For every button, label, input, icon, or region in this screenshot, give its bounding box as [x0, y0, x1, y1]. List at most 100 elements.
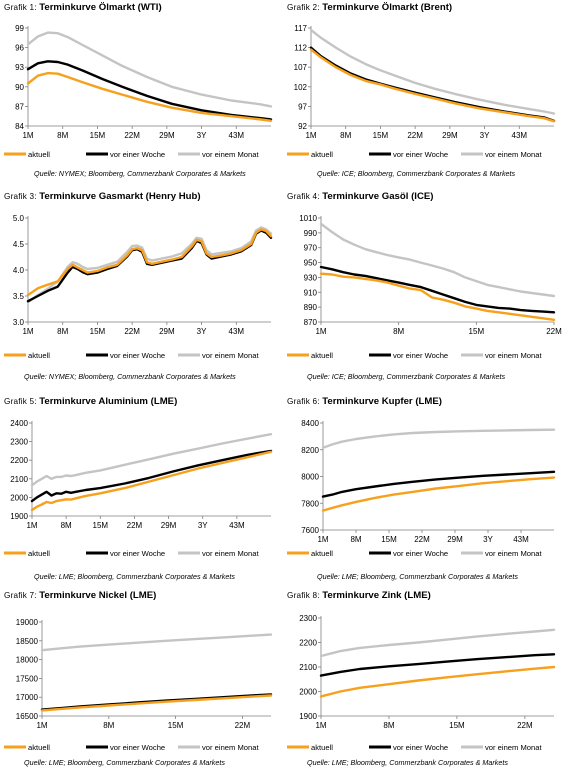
- y-tick-label: 870: [304, 318, 318, 327]
- x-tick-label: 43M: [513, 535, 529, 544]
- x-tick-label: 15M: [90, 327, 106, 336]
- x-tick-label: 43M: [229, 131, 245, 140]
- chart-source: Quelle: LME; Bloomberg, Commerzbank Corp…: [24, 758, 225, 767]
- legend-label-vor-einem-monat: vor einem Monat: [202, 743, 259, 752]
- y-tick-label: 2200: [10, 456, 28, 465]
- legend-label-vor-einem-monat: vor einem Monat: [485, 351, 542, 360]
- chart-gasoel: 870 890 910 930 950 970 990 1010 1M 8M 15M 22M aktue…: [287, 214, 562, 360]
- x-tick-label: 8M: [57, 131, 68, 140]
- series-line-aktuell: [30, 450, 273, 512]
- x-tick-label: 1M: [315, 327, 326, 336]
- legend-label-aktuell: aktuell: [28, 351, 50, 360]
- legend-label-aktuell: aktuell: [311, 549, 333, 558]
- y-tick-label: 950: [304, 259, 318, 268]
- series-line-aktuell: [309, 48, 556, 123]
- chart-brent: 92 97 102 107 112 117 1M 8M 15M 22M 29M 3Y 43M aktuel…: [287, 24, 556, 159]
- y-tick-label: 1010: [299, 214, 317, 223]
- series-line-vor-einem-monat: [26, 226, 273, 304]
- x-tick-label: 3Y: [198, 521, 208, 530]
- legend-label-aktuell: aktuell: [311, 743, 333, 752]
- legend-label-vor-einem-monat: vor einem Monat: [202, 351, 259, 360]
- x-tick-label: 8M: [383, 721, 394, 730]
- chart-title: Grafik 6: Terminkurve Kupfer (LME): [287, 396, 442, 407]
- y-tick-label: 17500: [16, 674, 39, 683]
- series-line-vor-einem-monat: [26, 31, 273, 108]
- x-tick-label: 8M: [103, 721, 114, 730]
- series-line-vor-einer-woche: [319, 653, 556, 677]
- y-tick-label: 4.5: [13, 240, 25, 249]
- y-tick-label: 4.0: [13, 266, 25, 275]
- x-tick-label: 22M: [127, 521, 143, 530]
- chart-title: Grafik 4: Terminkurve Gasöl (ICE): [287, 191, 434, 202]
- series-line-vor-einer-woche: [30, 449, 273, 503]
- x-tick-label: 1M: [22, 131, 33, 140]
- y-tick-label: 90: [15, 83, 24, 92]
- legend-label-vor-einem-monat: vor einem Monat: [202, 549, 259, 558]
- y-tick-label: 5.0: [13, 214, 25, 223]
- y-tick-label: 2100: [10, 475, 28, 484]
- x-tick-label: 22M: [235, 721, 251, 730]
- x-tick-label: 1M: [305, 131, 316, 140]
- legend-label-vor-einer-woche: vor einer Woche: [110, 150, 165, 159]
- y-tick-label: 92: [298, 122, 307, 131]
- y-tick-label: 17000: [16, 693, 39, 702]
- x-tick-label: 3Y: [197, 327, 207, 336]
- chart-aluminium: 1900 2000 2100 2200 2300 2400 1M 8M 15M 22M 29M 3Y 4…: [4, 419, 273, 558]
- x-tick-label: 8M: [350, 535, 361, 544]
- y-tick-label: 2300: [299, 614, 317, 623]
- x-tick-label: 3Y: [480, 131, 490, 140]
- series-line-vor-einem-monat: [309, 28, 556, 115]
- chart-source: Quelle: NYMEX; Bloomberg, Commerzbank Co…: [24, 372, 236, 381]
- chart-zink: 1900 2000 2100 2200 2300 1M 8M 15M 22M aktuell vor…: [287, 614, 556, 752]
- y-tick-label: 7600: [301, 526, 319, 535]
- series-line-aktuell: [26, 71, 273, 123]
- y-tick-label: 1900: [10, 512, 28, 521]
- x-tick-label: 29M: [161, 521, 177, 530]
- y-tick-label: 96: [15, 44, 24, 53]
- x-tick-label: 15M: [449, 721, 465, 730]
- y-tick-label: 97: [298, 102, 307, 111]
- chart-wti: 84 87 90 93 96 99 1M 8M 15M 22M 29M 3Y 43M aktuell vor…: [4, 24, 273, 159]
- x-tick-label: 22M: [546, 327, 562, 336]
- y-tick-label: 2400: [10, 419, 28, 428]
- x-tick-label: 8M: [393, 327, 404, 336]
- legend-label-aktuell: aktuell: [28, 150, 50, 159]
- series-line-vor-einem-monat: [40, 633, 273, 652]
- y-tick-label: 93: [15, 63, 24, 72]
- y-tick-label: 112: [294, 44, 307, 53]
- x-tick-label: 3Y: [483, 535, 493, 544]
- x-tick-label: 15M: [381, 535, 397, 544]
- legend-label-vor-einem-monat: vor einem Monat: [485, 743, 542, 752]
- series-line-vor-einem-monat: [30, 433, 273, 487]
- x-tick-label: 29M: [442, 131, 458, 140]
- x-tick-label: 15M: [469, 327, 485, 336]
- legend-label-vor-einer-woche: vor einer Woche: [393, 549, 448, 558]
- y-tick-label: 87: [15, 102, 24, 111]
- x-tick-label: 8M: [340, 131, 351, 140]
- legend-label-vor-einer-woche: vor einer Woche: [393, 351, 448, 360]
- series-line-aktuell: [319, 665, 556, 698]
- x-tick-label: 43M: [229, 327, 245, 336]
- y-tick-label: 7800: [301, 499, 319, 508]
- y-tick-label: 2000: [299, 688, 317, 697]
- series-line-vor-einer-woche: [26, 229, 273, 303]
- y-tick-label: 3.0: [13, 318, 25, 327]
- y-tick-label: 890: [304, 303, 318, 312]
- legend-label-vor-einer-woche: vor einer Woche: [110, 743, 165, 752]
- x-tick-label: 8M: [61, 521, 72, 530]
- x-tick-label: 8M: [57, 327, 68, 336]
- x-tick-label: 29M: [159, 131, 175, 140]
- chart-title: Grafik 7: Terminkurve Nickel (LME): [4, 590, 157, 601]
- legend-label-vor-einem-monat: vor einem Monat: [485, 150, 542, 159]
- x-tick-label: 43M: [512, 131, 528, 140]
- x-tick-label: 15M: [90, 131, 106, 140]
- legend-label-aktuell: aktuell: [311, 150, 333, 159]
- y-tick-label: 910: [304, 288, 318, 297]
- series-line-vor-einer-woche: [309, 46, 556, 123]
- chart-source: Quelle: LME; Bloomberg, Commerzbank Corp…: [34, 572, 235, 581]
- chart-nickel: 16500 17000 17500 18000 18500 19000 1M 8M 15M 22M…: [4, 618, 273, 752]
- chart-title: Grafik 3: Terminkurve Gasmarkt (Henry Hu…: [4, 191, 201, 202]
- y-tick-label: 8200: [301, 446, 319, 455]
- x-tick-label: 1M: [315, 721, 326, 730]
